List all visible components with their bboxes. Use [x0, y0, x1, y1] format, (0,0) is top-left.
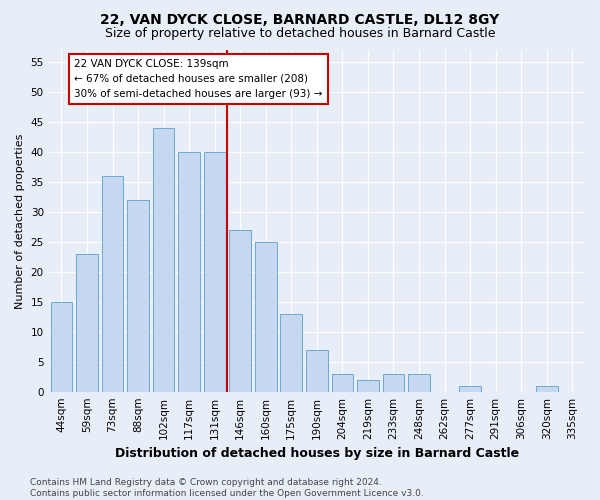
Bar	[332, 374, 353, 392]
Text: 22 VAN DYCK CLOSE: 139sqm
← 67% of detached houses are smaller (208)
30% of semi: 22 VAN DYCK CLOSE: 139sqm ← 67% of detac…	[74, 59, 323, 98]
Bar	[255, 242, 277, 392]
Bar	[204, 152, 226, 392]
X-axis label: Distribution of detached houses by size in Barnard Castle: Distribution of detached houses by size …	[115, 447, 519, 460]
Text: 22, VAN DYCK CLOSE, BARNARD CASTLE, DL12 8GY: 22, VAN DYCK CLOSE, BARNARD CASTLE, DL12…	[100, 12, 500, 26]
Bar	[536, 386, 557, 392]
Bar	[76, 254, 98, 392]
Y-axis label: Number of detached properties: Number of detached properties	[15, 133, 25, 308]
Bar	[153, 128, 175, 392]
Bar	[306, 350, 328, 392]
Bar	[50, 302, 72, 392]
Bar	[383, 374, 404, 392]
Bar	[127, 200, 149, 392]
Bar	[229, 230, 251, 392]
Bar	[459, 386, 481, 392]
Text: Contains HM Land Registry data © Crown copyright and database right 2024.
Contai: Contains HM Land Registry data © Crown c…	[30, 478, 424, 498]
Bar	[280, 314, 302, 392]
Bar	[178, 152, 200, 392]
Bar	[357, 380, 379, 392]
Bar	[408, 374, 430, 392]
Text: Size of property relative to detached houses in Barnard Castle: Size of property relative to detached ho…	[105, 28, 495, 40]
Bar	[101, 176, 124, 392]
